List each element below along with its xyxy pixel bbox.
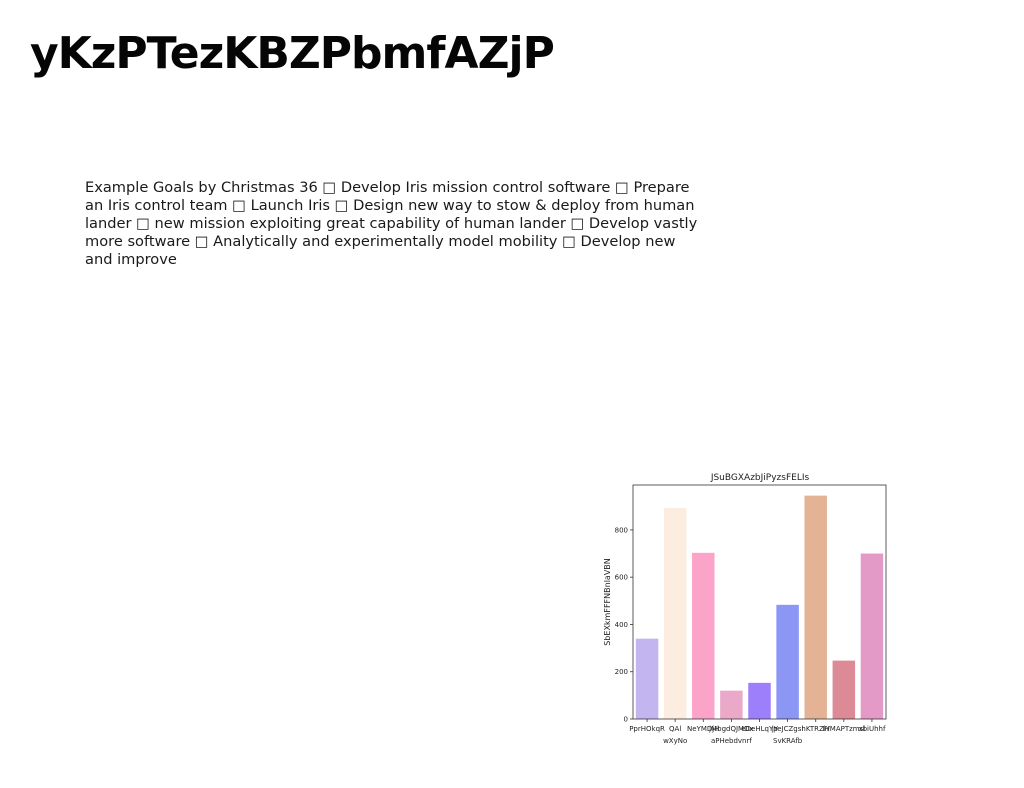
- x-tick-label: IHMAPTzmsl: [822, 725, 865, 733]
- bar: [692, 552, 715, 719]
- bar: [635, 638, 659, 719]
- x-tick-label: SvKRAfb: [773, 737, 803, 745]
- x-tick-label: jYeJCZgsl: [771, 725, 803, 733]
- chart-title: JSuBGXAzbJiPyzsFELIs: [710, 473, 810, 483]
- x-tick-label: QAl: [669, 725, 681, 733]
- bar: [832, 660, 856, 719]
- y-tick-label: 400: [615, 621, 628, 629]
- bar: [776, 604, 799, 719]
- y-tick-label: 600: [615, 574, 628, 582]
- x-tick-label: xbiUhhf: [858, 725, 886, 733]
- y-tick-label: 800: [615, 526, 628, 534]
- x-tick-label: wXyNo: [663, 737, 687, 745]
- slide-title: yKzPTezKBZPbmfAZjP: [30, 28, 555, 79]
- bar: [720, 690, 743, 719]
- bar: [748, 682, 771, 719]
- bar-chart-svg: JSuBGXAzbJiPyzsFELIs SbEXkmFFFNBnlaVBN 0…: [603, 473, 887, 745]
- bar: [804, 495, 827, 719]
- bar: [860, 553, 884, 719]
- x-tick-label: aPHebdvnrf: [711, 737, 752, 745]
- bar-chart: JSuBGXAzbJiPyzsFELIs SbEXkmFFFNBnlaVBN 0…: [596, 462, 896, 752]
- x-tick-label: hKTRZlY: [801, 725, 830, 733]
- bars-group: [635, 495, 884, 719]
- axes-group: 0 200 400 600 800 PprHOkqR QAl wXyNoNeYMDjHjMbg…: [615, 484, 887, 745]
- y-axis-label: SbEXkmFFFNBnlaVBN: [603, 558, 612, 646]
- y-tick-label: 200: [615, 668, 628, 676]
- y-tick-label: 0: [624, 716, 628, 724]
- x-tick-label: jMbgdQJMDx: [708, 725, 753, 733]
- x-tick-label: NeYMDjH: [687, 725, 719, 733]
- x-tick-label: eDeHLqYp: [741, 725, 778, 733]
- slide-body-text: Example Goals by Christmas 36 □ Develop …: [85, 179, 698, 268]
- x-tick-label: PprHOkqR: [629, 725, 665, 733]
- bar: [663, 507, 687, 719]
